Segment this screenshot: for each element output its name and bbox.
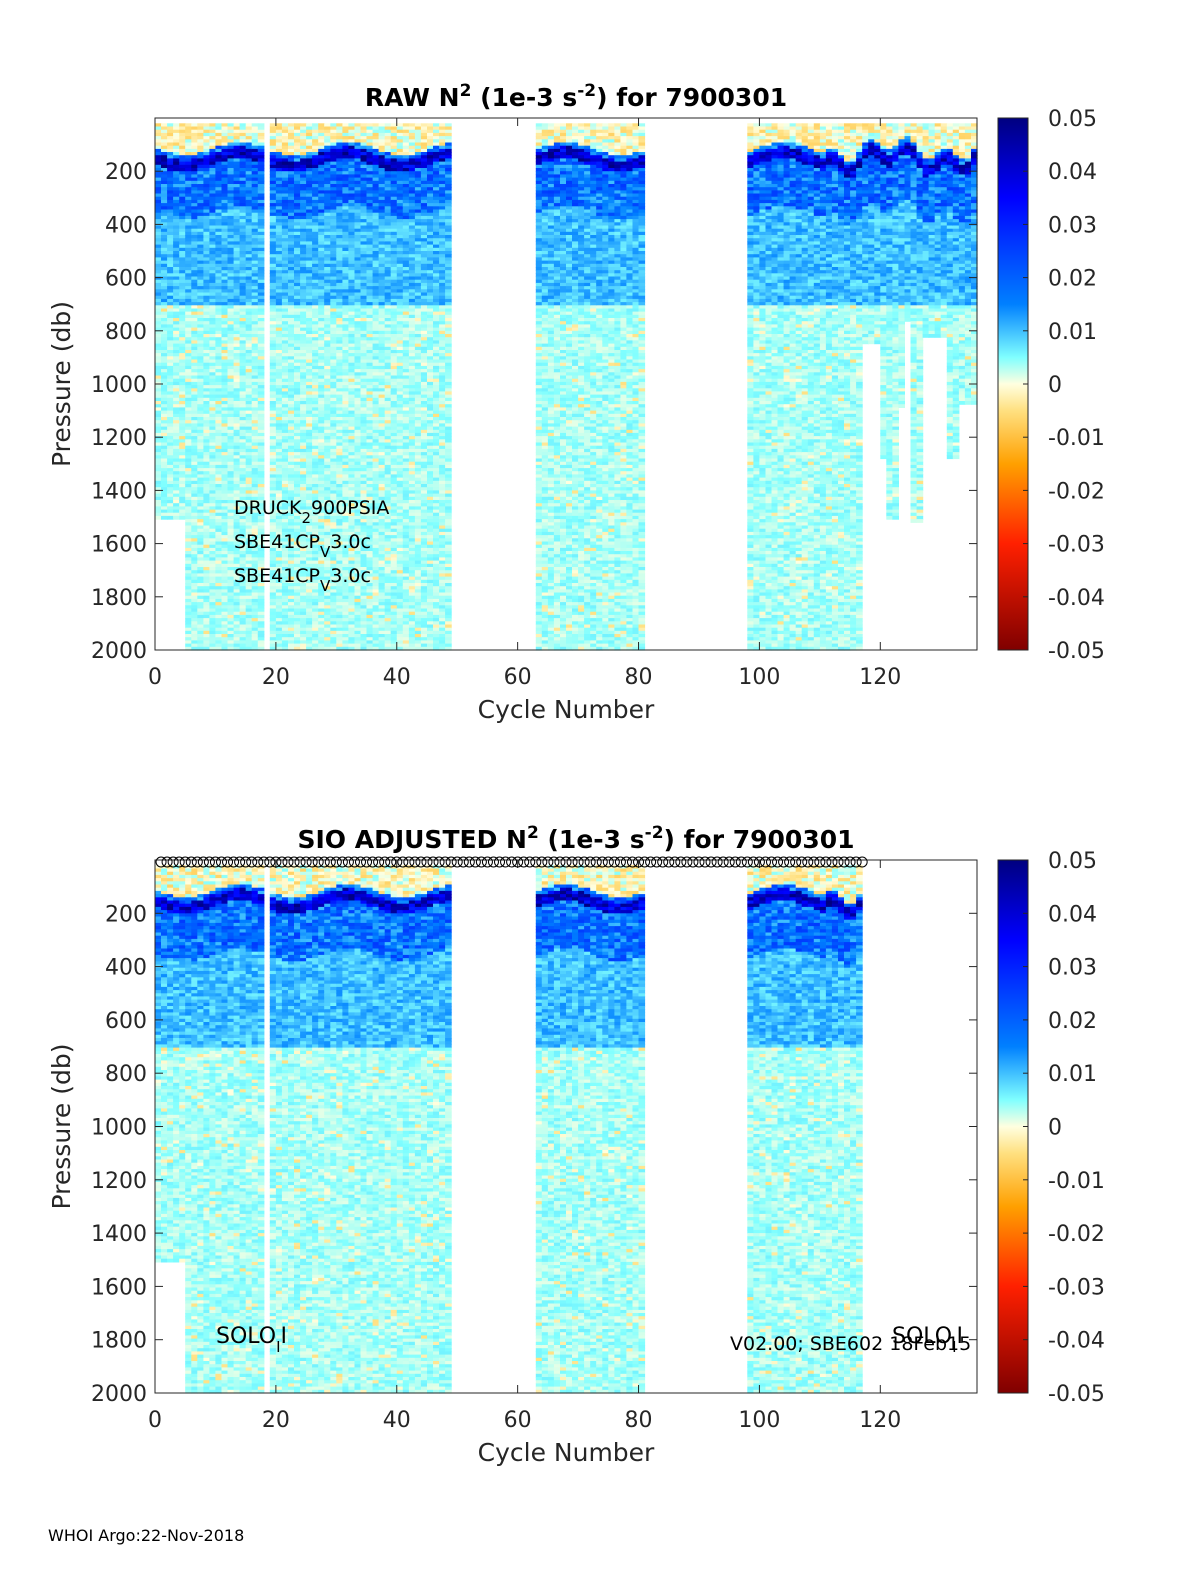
heatmap-cell [167,516,174,520]
heatmap-cell [173,516,180,520]
heatmap-cell [161,516,168,520]
heatmap-cell [179,516,186,520]
heatmap-cell [155,516,162,520]
